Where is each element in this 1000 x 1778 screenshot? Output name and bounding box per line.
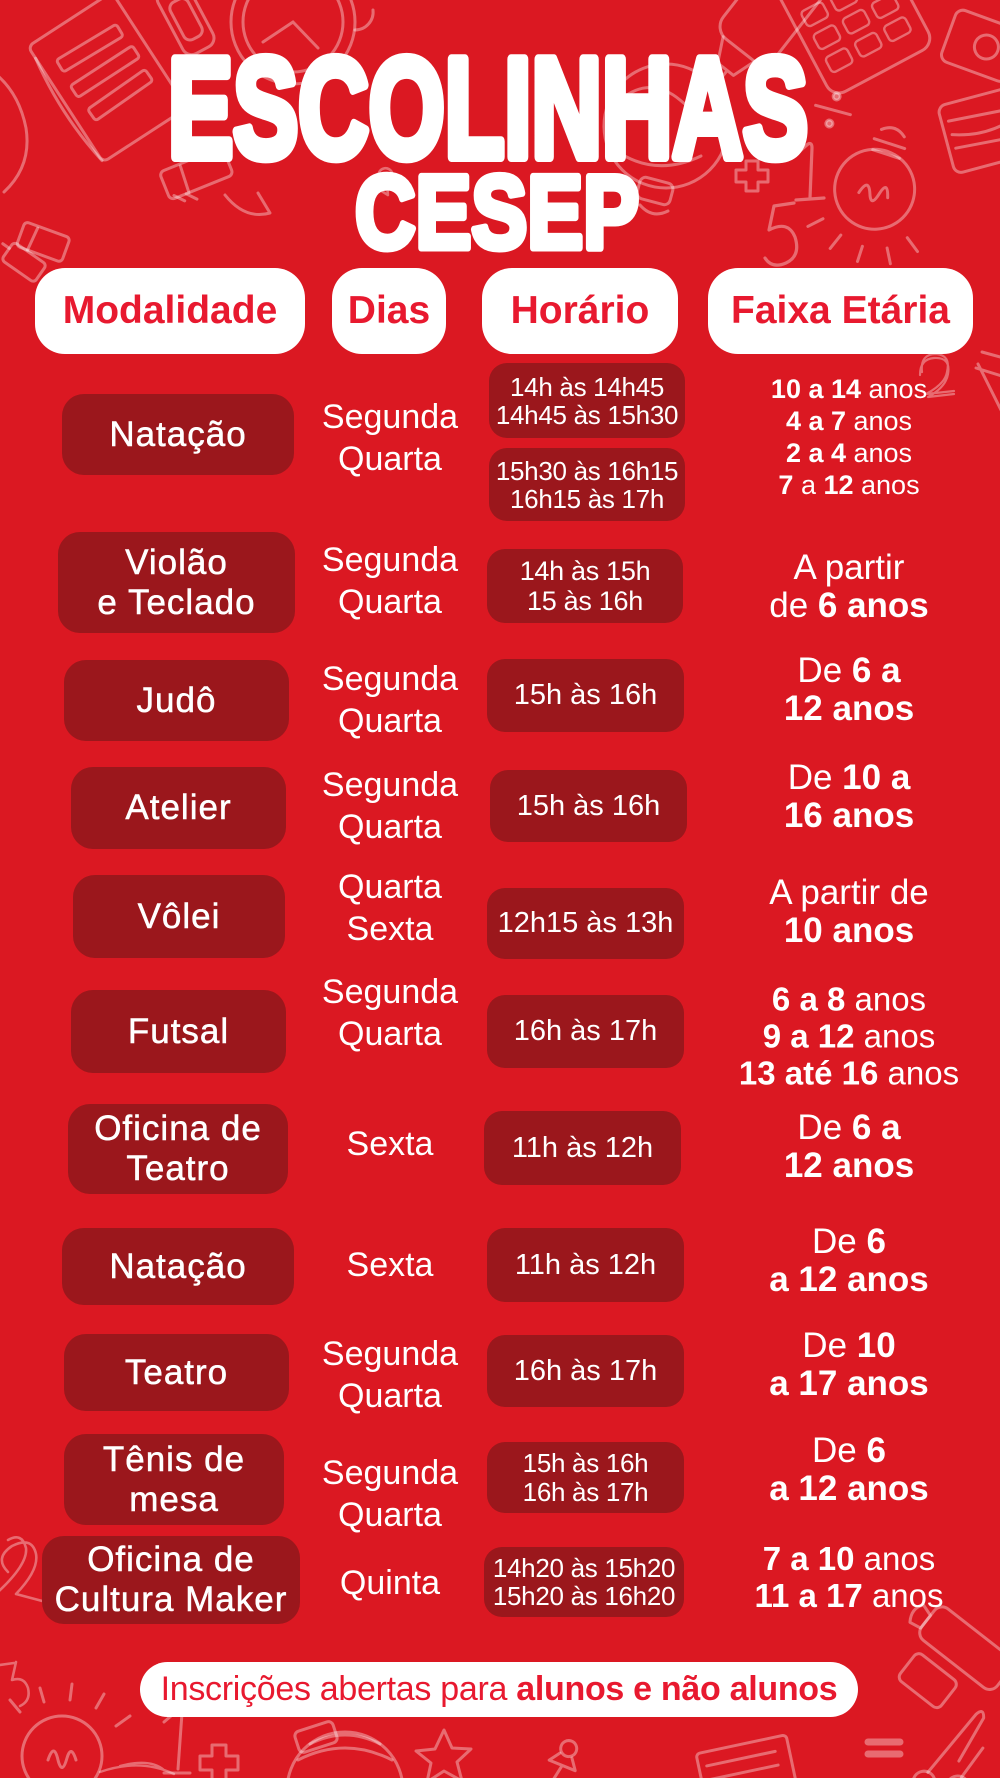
svg-text:CESEP: CESEP	[355, 155, 639, 270]
svg-text:ESCOLINHAS: ESCOLINHAS	[168, 29, 808, 188]
